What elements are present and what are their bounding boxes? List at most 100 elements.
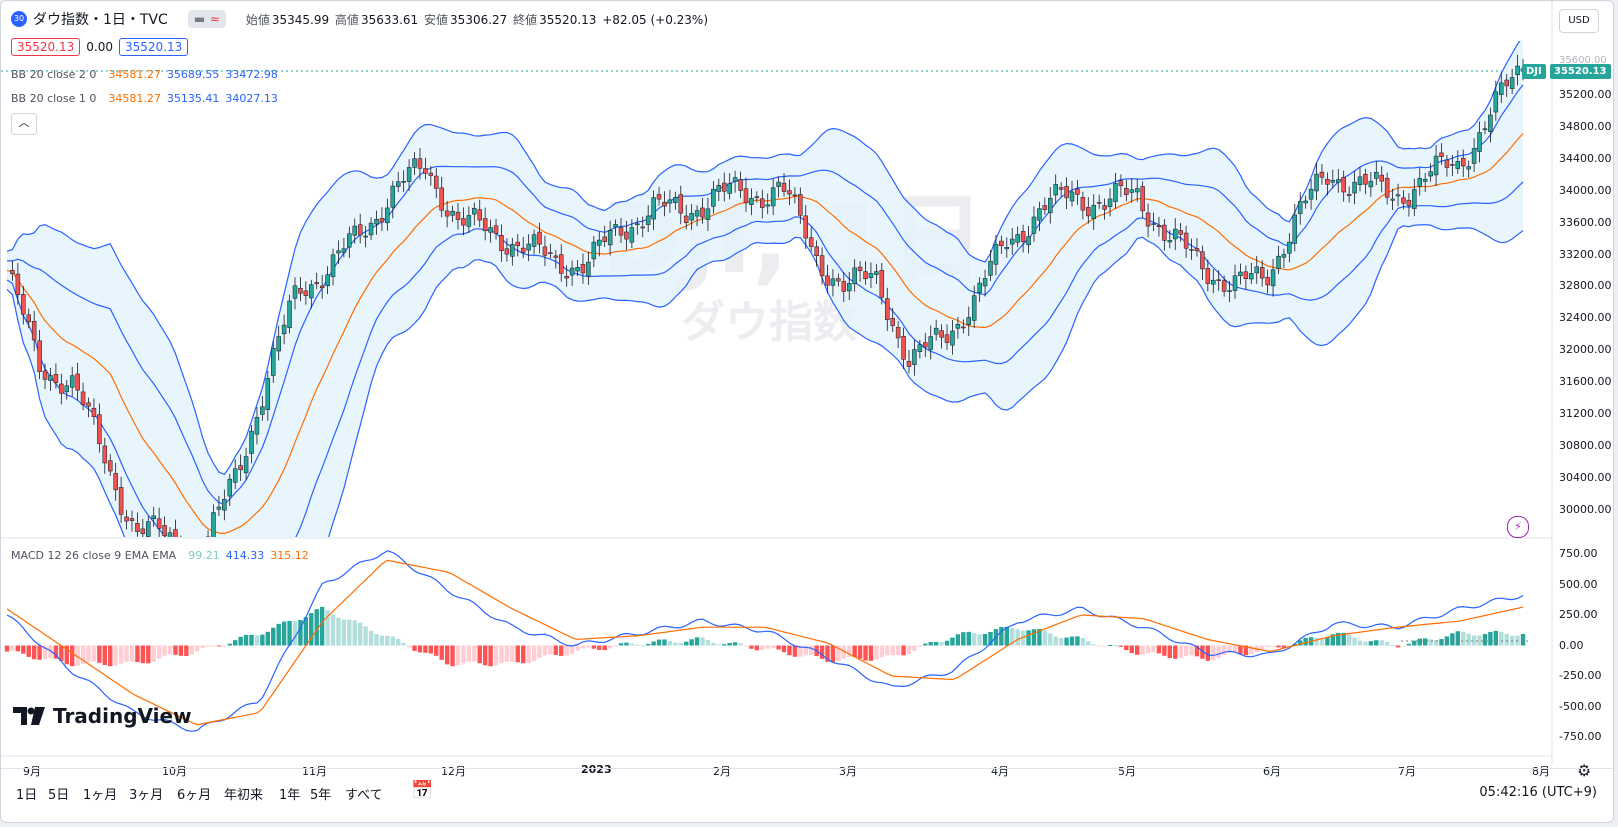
candle: [1167, 240, 1173, 243]
macd-histogram-bar: [417, 645, 423, 653]
calendar-range-icon[interactable]: 📅: [411, 780, 434, 801]
candle: [1020, 231, 1026, 242]
candle: [977, 282, 982, 294]
macd-histogram-bar: [1189, 645, 1194, 656]
macd-histogram-bar: [37, 645, 42, 660]
macd-histogram-bar: [542, 645, 548, 656]
macd-histogram-bar: [988, 631, 993, 646]
macd-histogram-bar: [678, 643, 683, 646]
candle: [216, 506, 222, 510]
high-label: 高値: [334, 12, 359, 27]
timeframe-button[interactable]: 1年: [279, 788, 301, 803]
macd-histogram-bar: [553, 645, 559, 655]
timeframe-button[interactable]: 5年: [310, 788, 332, 803]
candle: [1042, 205, 1048, 210]
macd-histogram-bar: [781, 645, 787, 653]
candle: [26, 314, 31, 323]
candle: [1450, 164, 1455, 166]
visibility-toggle[interactable]: ▬ ≈: [187, 10, 226, 28]
candle: [1200, 251, 1205, 270]
candle: [281, 324, 287, 335]
price-chart[interactable]: [1, 1, 1613, 771]
macd-histogram-bar: [108, 645, 113, 667]
macd-histogram-bar: [1363, 641, 1368, 646]
macd-histogram-bar: [347, 619, 352, 646]
candle: [1113, 183, 1118, 202]
timeframe-button[interactable]: すべて: [345, 788, 383, 803]
macd-histogram-bar: [374, 634, 379, 646]
approx-icon[interactable]: ≈: [209, 12, 220, 26]
macd-histogram-bar: [787, 645, 792, 656]
timeframe-button[interactable]: 5日: [48, 788, 70, 803]
bb1-label: BB 20 close 1 0: [11, 92, 97, 105]
timeframe-button[interactable]: 年初来: [224, 788, 264, 803]
candle: [80, 391, 86, 405]
candle: [776, 181, 781, 187]
candle: [640, 226, 645, 229]
candle: [1308, 188, 1314, 200]
candle: [792, 194, 798, 197]
price-axis-label: 31600.00: [1559, 375, 1612, 389]
price-axis-label: 33200.00: [1559, 247, 1612, 261]
macd-histogram-bar: [488, 645, 493, 667]
macd-histogram-bar: [776, 645, 781, 650]
candle: [201, 564, 205, 567]
collapse-legend-button[interactable]: ︿: [11, 113, 37, 135]
macd-legend[interactable]: MACD 12 26 close 9 EMA EMA 99.21 414.33 …: [11, 549, 309, 562]
candle: [548, 252, 553, 254]
macd-histogram-bar: [357, 622, 363, 646]
settings-gear-icon[interactable]: ⚙: [1577, 761, 1592, 780]
macd-histogram-bar: [167, 645, 173, 655]
macd-histogram-bar: [1053, 636, 1058, 646]
clock[interactable]: 05:42:16 (UTC+9): [1479, 785, 1597, 800]
macd-histogram-bar: [645, 643, 651, 646]
timeframe-button[interactable]: 1ヶ月: [83, 788, 118, 803]
macd-histogram-bar: [1216, 645, 1221, 658]
macd-histogram-bar: [1102, 645, 1107, 647]
macd-signal-value: 315.12: [270, 549, 309, 562]
candle: [531, 234, 537, 247]
candle: [711, 188, 716, 207]
macd-histogram-bar: [15, 645, 21, 652]
bottom-toolbar: 1日 5日 1ヶ月 3ヶ月 6ヶ月 年初来 1年 5年 すべて 📅 05:42:16 (UTC+…: [1, 768, 1613, 822]
candle: [1259, 267, 1265, 279]
macd-histogram-bar: [1401, 645, 1406, 647]
candle: [803, 215, 809, 239]
tradingview-logo[interactable]: TradingView: [13, 704, 192, 728]
timeframe-button[interactable]: 3ヶ月: [129, 788, 164, 803]
macd-histogram-bar: [847, 645, 852, 657]
buy-quote[interactable]: 35520.13: [118, 38, 189, 56]
macd-histogram-bar: [863, 645, 868, 661]
low-value: 35306.27: [450, 12, 508, 27]
symbol-title[interactable]: ダウ指数・1日・TVC: [33, 12, 168, 28]
macd-histogram-bar: [1352, 637, 1357, 646]
timeframe-button[interactable]: 1日: [16, 788, 38, 803]
macd-histogram-bar: [1520, 633, 1526, 646]
candle: [1357, 176, 1363, 185]
macd-histogram-bar: [1178, 645, 1183, 658]
macd-histogram-bar: [319, 606, 325, 646]
macd-histogram-bar: [765, 645, 770, 649]
candle: [629, 227, 635, 243]
lightning-icon[interactable]: ⚡: [1507, 516, 1529, 538]
macd-axis-label: 250.00: [1559, 608, 1598, 621]
macd-histogram-bar: [238, 636, 243, 646]
candle: [1129, 189, 1135, 193]
currency-select[interactable]: USD: [1559, 9, 1599, 33]
candle: [607, 230, 613, 246]
sell-quote[interactable]: 35520.13: [11, 38, 81, 56]
candle: [1428, 171, 1433, 177]
timeframe-button[interactable]: 6ヶ月: [177, 788, 212, 803]
macd-histogram-bar: [1499, 631, 1504, 646]
minus-icon[interactable]: ▬: [193, 12, 206, 26]
macd-histogram-bar: [97, 645, 102, 663]
candle: [1162, 224, 1167, 241]
macd-histogram-bar: [64, 645, 69, 665]
macd-histogram-bar: [151, 645, 156, 662]
candle: [1232, 275, 1238, 291]
change-value: +82.05 (+0.23%): [602, 12, 709, 27]
candle: [450, 210, 455, 216]
bb1-legend[interactable]: BB 20 close 1 0 34581.27 35135.41 34027.…: [11, 92, 278, 105]
macd-histogram-bar: [613, 645, 618, 647]
candle: [444, 210, 450, 217]
